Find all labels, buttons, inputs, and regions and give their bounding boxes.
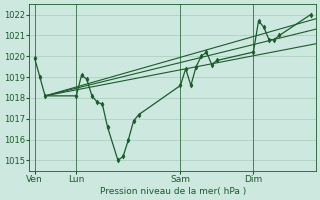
X-axis label: Pression niveau de la mer( hPa ): Pression niveau de la mer( hPa ): [100, 187, 246, 196]
